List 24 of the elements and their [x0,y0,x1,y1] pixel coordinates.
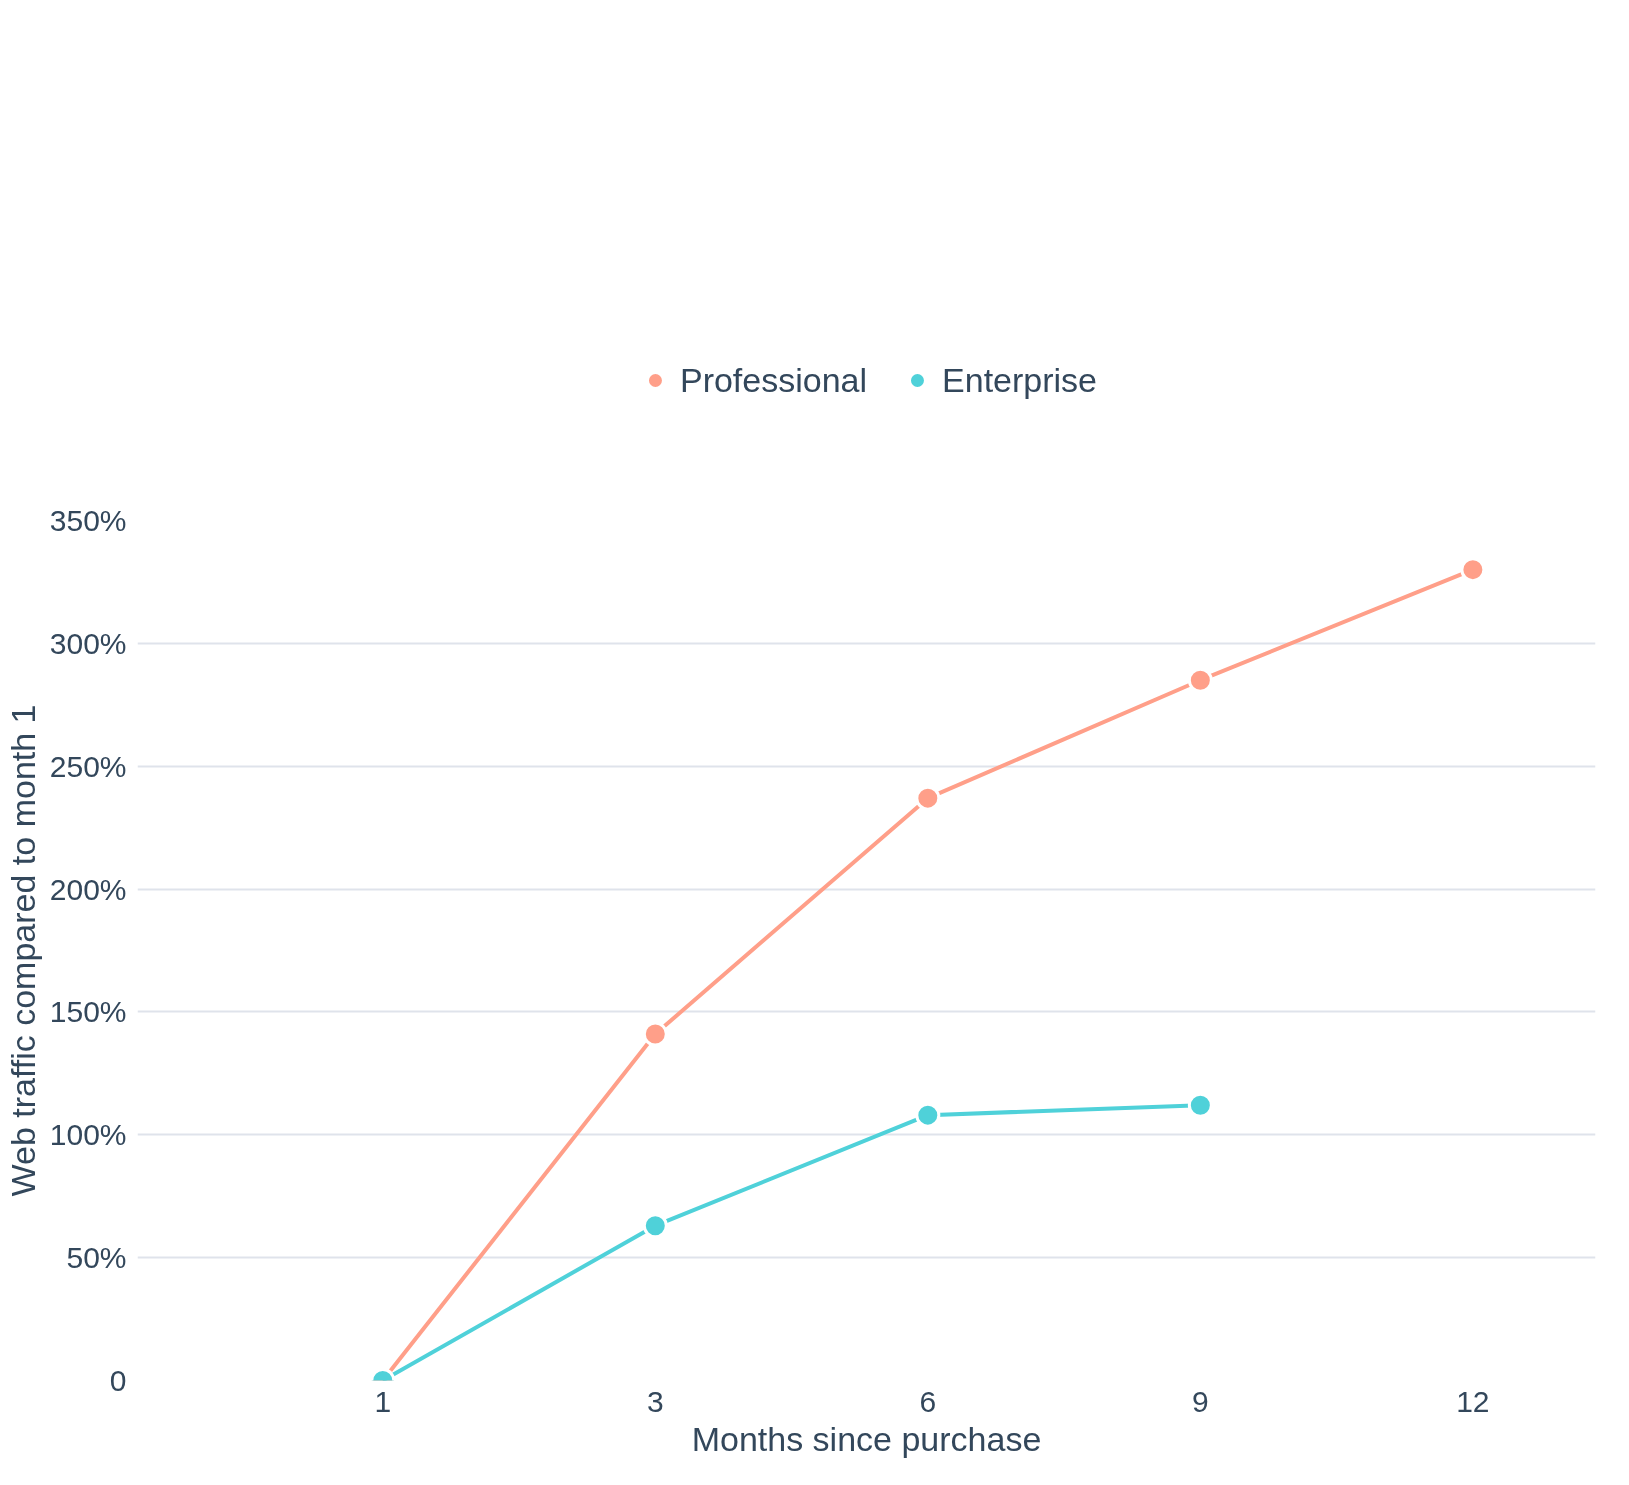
point [642,1213,668,1239]
y-tick-label: 350% [49,504,127,537]
point [915,785,941,811]
point [642,1021,668,1047]
y-tick-label: 250% [49,749,127,783]
x-tick-label: 6 [919,1384,937,1418]
y-tick-label: 50% [66,1241,127,1275]
legend-label: Enterprise [942,360,1098,400]
point [1187,667,1213,693]
x-axis-title: Months since purchase [691,1419,1042,1458]
y-tick-label: 300% [49,626,127,660]
x-tick-label: 1 [374,1384,392,1418]
x-tick-label: 3 [646,1384,664,1418]
y-tick-label: 100% [49,1118,127,1152]
y-tick-label: 0 [109,1364,127,1397]
point [1460,557,1486,583]
y-tick-label: 150% [49,995,127,1029]
x-tick-label: 9 [1192,1384,1209,1418]
point [915,1102,941,1128]
legend-label: Professional [679,360,868,400]
point [1187,1092,1213,1118]
y-axis-title: Web traffic compared to month 1 [3,704,42,1197]
y-tick-label: 200% [49,872,127,906]
x-tick-label: 12 [1456,1384,1490,1418]
